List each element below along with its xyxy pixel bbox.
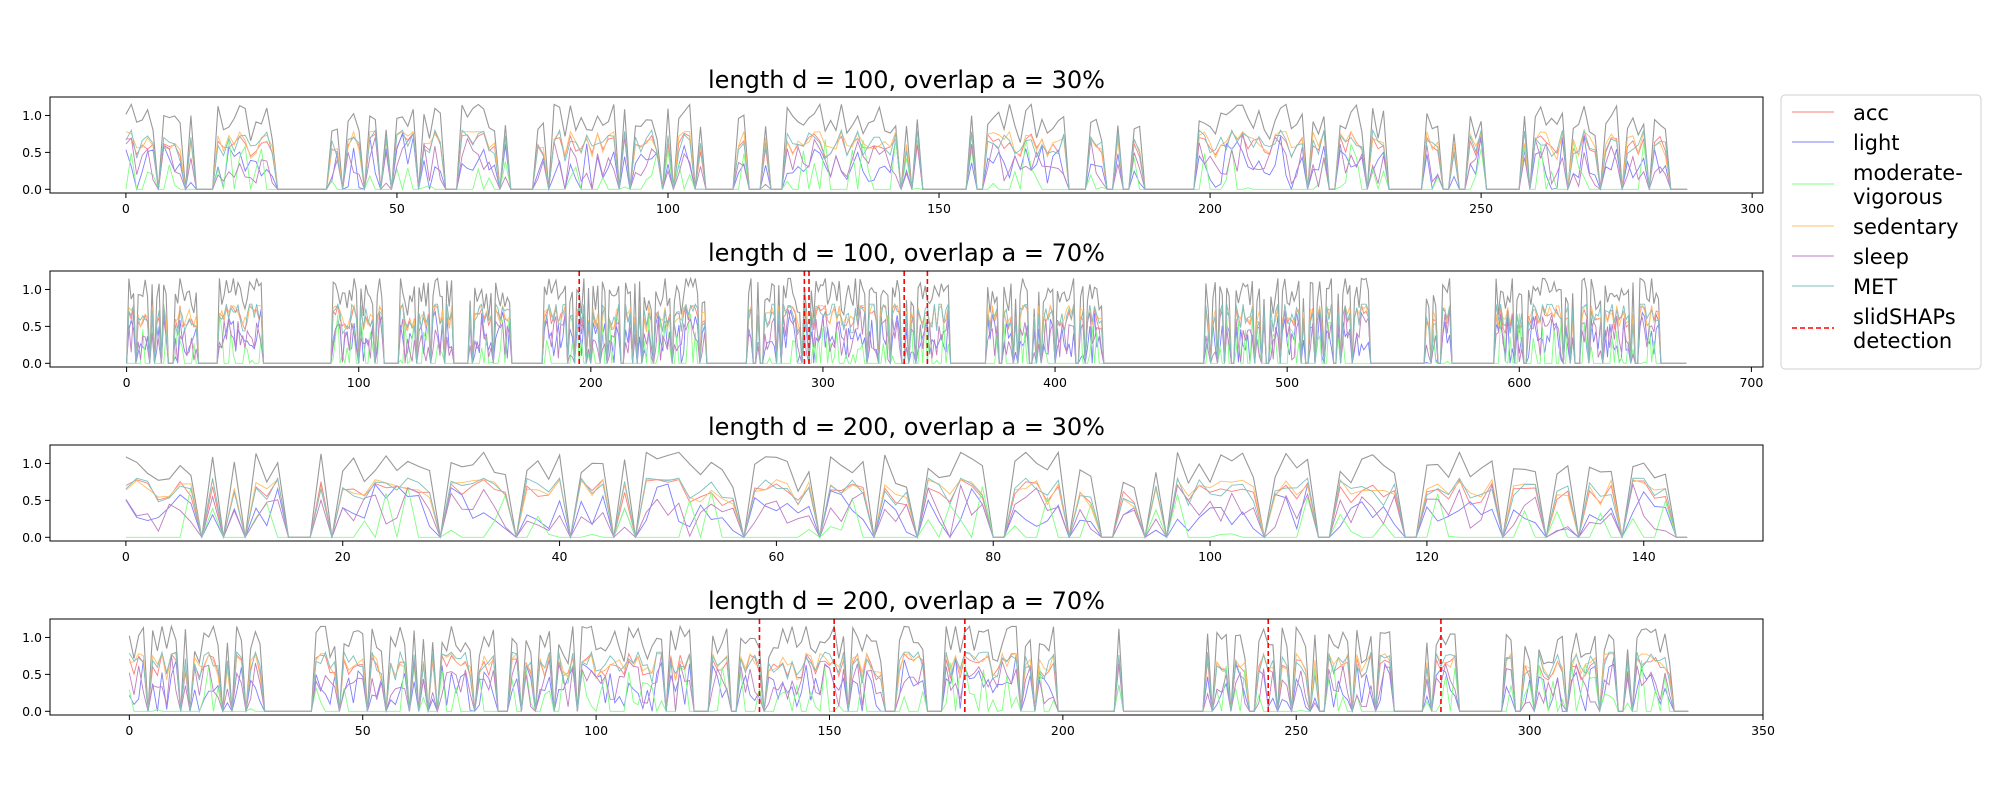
legend-label-sedentary: sedentary bbox=[1853, 215, 1959, 239]
x-tick-label: 140 bbox=[1632, 549, 1656, 564]
series-line-MET bbox=[126, 302, 1687, 364]
x-tick-label: 300 bbox=[1518, 723, 1542, 738]
axes-frame bbox=[49, 444, 1764, 542]
series-line-light bbox=[128, 654, 1689, 714]
x-tick-label: 100 bbox=[1198, 549, 1222, 564]
series-line-moderate-vigorous bbox=[125, 137, 1688, 192]
axes-frame bbox=[49, 96, 1764, 194]
x-tick-label: 350 bbox=[1751, 723, 1775, 738]
x-tick-label: 80 bbox=[985, 549, 1001, 564]
axes-frame bbox=[49, 618, 1764, 716]
y-tick-label: 1.0 bbox=[22, 456, 42, 471]
legend-box bbox=[1780, 94, 1982, 370]
x-tick-label: 0 bbox=[122, 549, 130, 564]
series-line-total bbox=[125, 450, 1688, 538]
series-line-light bbox=[125, 483, 1688, 539]
x-tick-label: 500 bbox=[1275, 375, 1299, 390]
series-line-MET bbox=[125, 128, 1688, 190]
x-tick-label: 50 bbox=[389, 201, 405, 216]
x-tick-label: 200 bbox=[579, 375, 603, 390]
series-line-MET bbox=[128, 650, 1689, 712]
subplot-3: length d = 200, overlap a = 30% 0 20 40 60 80… bbox=[22, 413, 1764, 564]
y-tick-label: 1.0 bbox=[22, 108, 42, 123]
x-tick-label: 50 bbox=[355, 723, 371, 738]
series-line-MET bbox=[125, 476, 1688, 540]
subplot-2: length d = 100, overlap a = 70% 0 100 200 30… bbox=[22, 239, 1764, 390]
y-tick-label: 0.0 bbox=[22, 530, 42, 545]
y-tick-label: 1.0 bbox=[22, 630, 42, 645]
y-tick-label: 0.0 bbox=[22, 704, 42, 719]
x-tick-label: 0 bbox=[123, 375, 131, 390]
legend-label-light: light bbox=[1853, 131, 1900, 155]
x-tick-label: 250 bbox=[1469, 201, 1493, 216]
series-line-light bbox=[125, 131, 1688, 192]
x-tick-label: 20 bbox=[335, 549, 351, 564]
y-tick-label: 0.5 bbox=[22, 319, 42, 334]
y-tick-label: 0.0 bbox=[22, 356, 42, 371]
x-tick-label: 250 bbox=[1284, 723, 1308, 738]
x-tick-label: 700 bbox=[1739, 375, 1763, 390]
x-tick-label: 0 bbox=[125, 723, 133, 738]
series-line-total bbox=[125, 102, 1688, 190]
series-line-sleep bbox=[128, 654, 1689, 714]
x-tick-label: 150 bbox=[818, 723, 842, 738]
series-line-sleep bbox=[125, 132, 1688, 192]
legend-label-sleep: sleep bbox=[1853, 245, 1909, 269]
y-tick-label: 1.0 bbox=[22, 282, 42, 297]
y-tick-label: 0.0 bbox=[22, 182, 42, 197]
legend-label-moderate-vigorous: vigorous bbox=[1853, 185, 1943, 209]
legend-label-MET: MET bbox=[1853, 275, 1897, 299]
x-tick-label: 200 bbox=[1051, 723, 1075, 738]
subplot-title: length d = 100, overlap a = 30% bbox=[708, 66, 1105, 94]
x-tick-label: 120 bbox=[1415, 549, 1439, 564]
subplot-1: length d = 100, overlap a = 30% 0 50 100 150… bbox=[22, 66, 1764, 216]
legend-label-detection: detection bbox=[1853, 329, 1952, 353]
series-line-total bbox=[128, 624, 1689, 712]
axes-frame bbox=[49, 270, 1764, 368]
series-line-sleep bbox=[125, 482, 1688, 539]
x-tick-label: 150 bbox=[927, 201, 951, 216]
series-line-moderate-vigorous bbox=[128, 659, 1689, 714]
subplot-title: length d = 100, overlap a = 70% bbox=[708, 239, 1105, 267]
x-tick-label: 300 bbox=[811, 375, 835, 390]
x-tick-label: 0 bbox=[122, 201, 130, 216]
x-tick-label: 300 bbox=[1740, 201, 1764, 216]
x-tick-label: 600 bbox=[1507, 375, 1531, 390]
subplot-4: length d = 200, overlap a = 70% 0 50 100 150… bbox=[22, 587, 1775, 738]
y-tick-label: 0.5 bbox=[22, 667, 42, 682]
x-tick-label: 40 bbox=[552, 549, 568, 564]
subplot-title: length d = 200, overlap a = 70% bbox=[708, 587, 1105, 615]
subplot-title: length d = 200, overlap a = 30% bbox=[708, 413, 1105, 441]
series-line-moderate-vigorous bbox=[125, 486, 1688, 540]
legend-label-acc: acc bbox=[1853, 101, 1889, 125]
x-tick-label: 100 bbox=[656, 201, 680, 216]
x-tick-label: 400 bbox=[1043, 375, 1067, 390]
legend-label-moderate-vigorous: moderate- bbox=[1853, 161, 1963, 185]
x-tick-label: 100 bbox=[584, 723, 608, 738]
x-tick-label: 60 bbox=[768, 549, 784, 564]
legend-label-detection: slidSHAPs bbox=[1853, 305, 1956, 329]
x-tick-label: 200 bbox=[1198, 201, 1222, 216]
y-tick-label: 0.5 bbox=[22, 145, 42, 160]
y-tick-label: 0.5 bbox=[22, 493, 42, 508]
x-tick-label: 100 bbox=[347, 375, 371, 390]
legend: acc light moderate-vigorous sedentary sleep M… bbox=[1780, 94, 1982, 370]
